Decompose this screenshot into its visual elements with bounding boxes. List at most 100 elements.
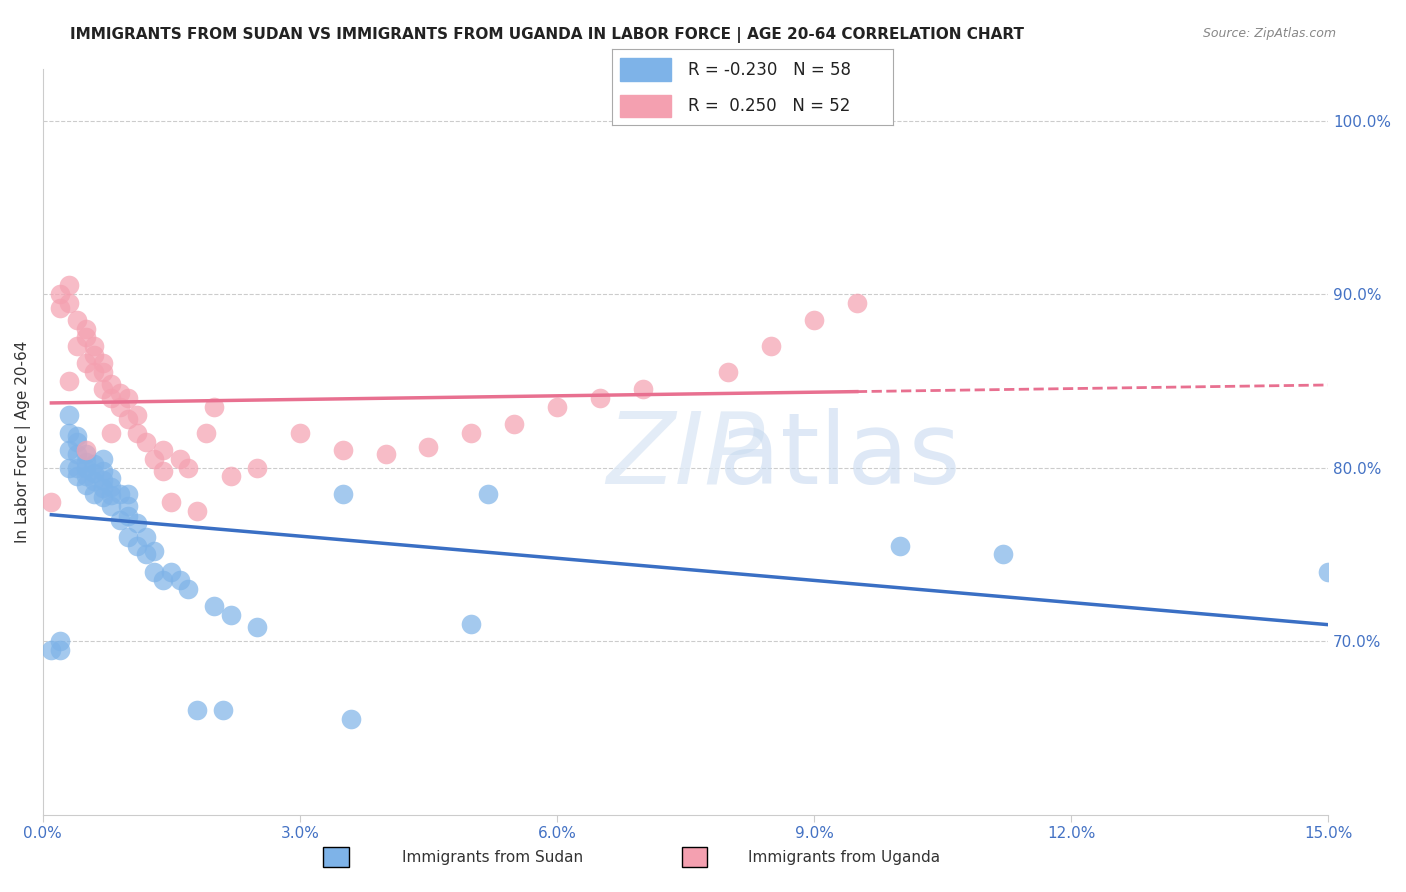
Point	[117, 486, 139, 500]
Point	[135, 547, 157, 561]
Text: atlas: atlas	[718, 408, 960, 505]
Point	[889, 539, 911, 553]
Point	[460, 425, 482, 440]
Point	[589, 391, 612, 405]
Point	[108, 386, 131, 401]
Point	[49, 642, 72, 657]
Point	[202, 400, 225, 414]
Point	[546, 400, 568, 414]
Point	[91, 473, 114, 487]
Point	[58, 295, 80, 310]
Point	[374, 447, 396, 461]
Point	[91, 365, 114, 379]
Point	[75, 469, 97, 483]
Point	[186, 504, 208, 518]
Point	[143, 451, 166, 466]
Point	[83, 365, 105, 379]
Point	[75, 455, 97, 469]
Point	[418, 440, 440, 454]
FancyBboxPatch shape	[620, 58, 671, 81]
Point	[503, 417, 526, 432]
Point	[66, 339, 89, 353]
Point	[100, 391, 122, 405]
Text: ZIP: ZIP	[606, 408, 765, 505]
Point	[91, 481, 114, 495]
Point	[169, 574, 191, 588]
Text: Immigrants from Sudan: Immigrants from Sudan	[402, 850, 582, 865]
Point	[100, 499, 122, 513]
FancyBboxPatch shape	[620, 95, 671, 118]
Point	[117, 499, 139, 513]
Point	[246, 620, 269, 634]
Point	[135, 434, 157, 449]
Text: Immigrants from Uganda: Immigrants from Uganda	[748, 850, 939, 865]
Point	[108, 486, 131, 500]
Point	[177, 582, 200, 596]
Point	[66, 434, 89, 449]
Point	[845, 295, 868, 310]
Point	[49, 301, 72, 315]
Point	[117, 412, 139, 426]
Point	[100, 377, 122, 392]
Point	[125, 409, 148, 423]
Point	[66, 429, 89, 443]
Point	[83, 339, 105, 353]
Point	[58, 278, 80, 293]
Point	[125, 516, 148, 530]
Point	[41, 495, 63, 509]
Point	[49, 287, 72, 301]
Point	[631, 383, 654, 397]
Point	[75, 460, 97, 475]
Point	[49, 634, 72, 648]
Text: R = -0.230   N = 58: R = -0.230 N = 58	[688, 61, 851, 78]
Point	[152, 464, 174, 478]
Point	[221, 607, 243, 622]
Point	[202, 599, 225, 614]
Point	[125, 425, 148, 440]
Point	[58, 425, 80, 440]
Point	[160, 565, 183, 579]
Point	[340, 712, 363, 726]
Point	[803, 313, 825, 327]
Point	[41, 642, 63, 657]
Point	[91, 464, 114, 478]
Point	[221, 469, 243, 483]
Point	[108, 400, 131, 414]
Text: Source: ZipAtlas.com: Source: ZipAtlas.com	[1202, 27, 1336, 40]
Point	[91, 451, 114, 466]
Text: R =  0.250   N = 52: R = 0.250 N = 52	[688, 97, 849, 115]
Point	[91, 383, 114, 397]
Point	[125, 539, 148, 553]
Point	[100, 480, 122, 494]
Point	[75, 330, 97, 344]
Point	[169, 451, 191, 466]
Point	[717, 365, 740, 379]
Point	[177, 460, 200, 475]
Point	[83, 475, 105, 489]
Y-axis label: In Labor Force | Age 20-64: In Labor Force | Age 20-64	[15, 341, 31, 542]
Point	[75, 322, 97, 336]
Point	[211, 703, 233, 717]
Point	[143, 565, 166, 579]
Point	[75, 447, 97, 461]
Point	[66, 313, 89, 327]
Point	[194, 425, 217, 440]
Point	[83, 457, 105, 471]
Point	[246, 460, 269, 475]
Point	[100, 488, 122, 502]
Point	[83, 466, 105, 480]
Point	[100, 471, 122, 485]
Point	[66, 469, 89, 483]
Point	[75, 478, 97, 492]
Point	[160, 495, 183, 509]
Point	[117, 509, 139, 524]
Point	[1317, 565, 1340, 579]
Point	[460, 616, 482, 631]
Point	[135, 530, 157, 544]
Point	[152, 574, 174, 588]
Point	[100, 425, 122, 440]
Point	[759, 339, 782, 353]
Point	[332, 443, 354, 458]
Point	[991, 547, 1014, 561]
Point	[75, 443, 97, 458]
